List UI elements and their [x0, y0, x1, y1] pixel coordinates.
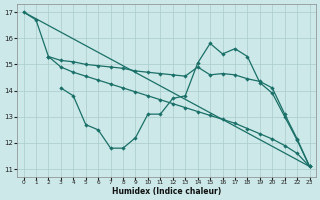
- X-axis label: Humidex (Indice chaleur): Humidex (Indice chaleur): [112, 187, 221, 196]
